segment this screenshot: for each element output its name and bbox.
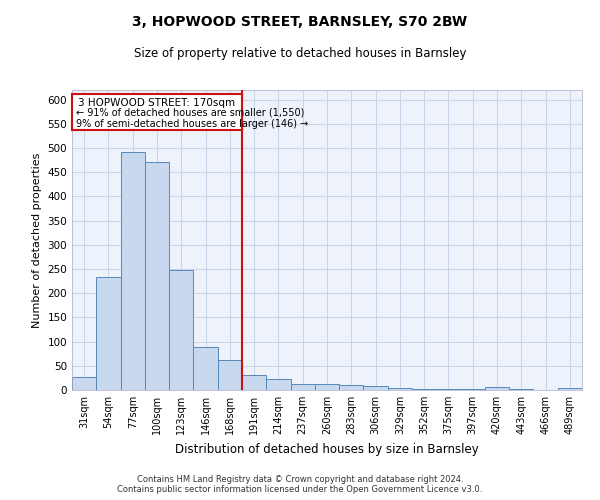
- X-axis label: Distribution of detached houses by size in Barnsley: Distribution of detached houses by size …: [175, 442, 479, 456]
- Bar: [485, 386, 509, 390]
- Bar: [364, 386, 388, 390]
- Bar: [315, 384, 339, 390]
- Bar: [290, 384, 315, 390]
- FancyBboxPatch shape: [72, 94, 242, 130]
- Bar: [169, 270, 193, 390]
- Bar: [436, 388, 461, 390]
- Text: Contains HM Land Registry data © Crown copyright and database right 2024.
Contai: Contains HM Land Registry data © Crown c…: [118, 474, 482, 494]
- Bar: [145, 162, 169, 390]
- Bar: [72, 377, 96, 390]
- Text: 9% of semi-detached houses are larger (146) →: 9% of semi-detached houses are larger (1…: [76, 119, 308, 129]
- Text: 3 HOPWOOD STREET: 170sqm: 3 HOPWOOD STREET: 170sqm: [79, 98, 236, 108]
- Text: Size of property relative to detached houses in Barnsley: Size of property relative to detached ho…: [134, 48, 466, 60]
- Bar: [388, 388, 412, 390]
- Bar: [412, 388, 436, 390]
- Bar: [193, 347, 218, 390]
- Bar: [242, 375, 266, 390]
- Text: 3, HOPWOOD STREET, BARNSLEY, S70 2BW: 3, HOPWOOD STREET, BARNSLEY, S70 2BW: [133, 15, 467, 29]
- Bar: [266, 379, 290, 390]
- Bar: [461, 388, 485, 390]
- Y-axis label: Number of detached properties: Number of detached properties: [32, 152, 42, 328]
- Bar: [339, 385, 364, 390]
- Bar: [96, 278, 121, 390]
- Bar: [558, 388, 582, 390]
- Bar: [509, 388, 533, 390]
- Bar: [121, 152, 145, 390]
- Text: ← 91% of detached houses are smaller (1,550): ← 91% of detached houses are smaller (1,…: [76, 108, 304, 118]
- Bar: [218, 360, 242, 390]
